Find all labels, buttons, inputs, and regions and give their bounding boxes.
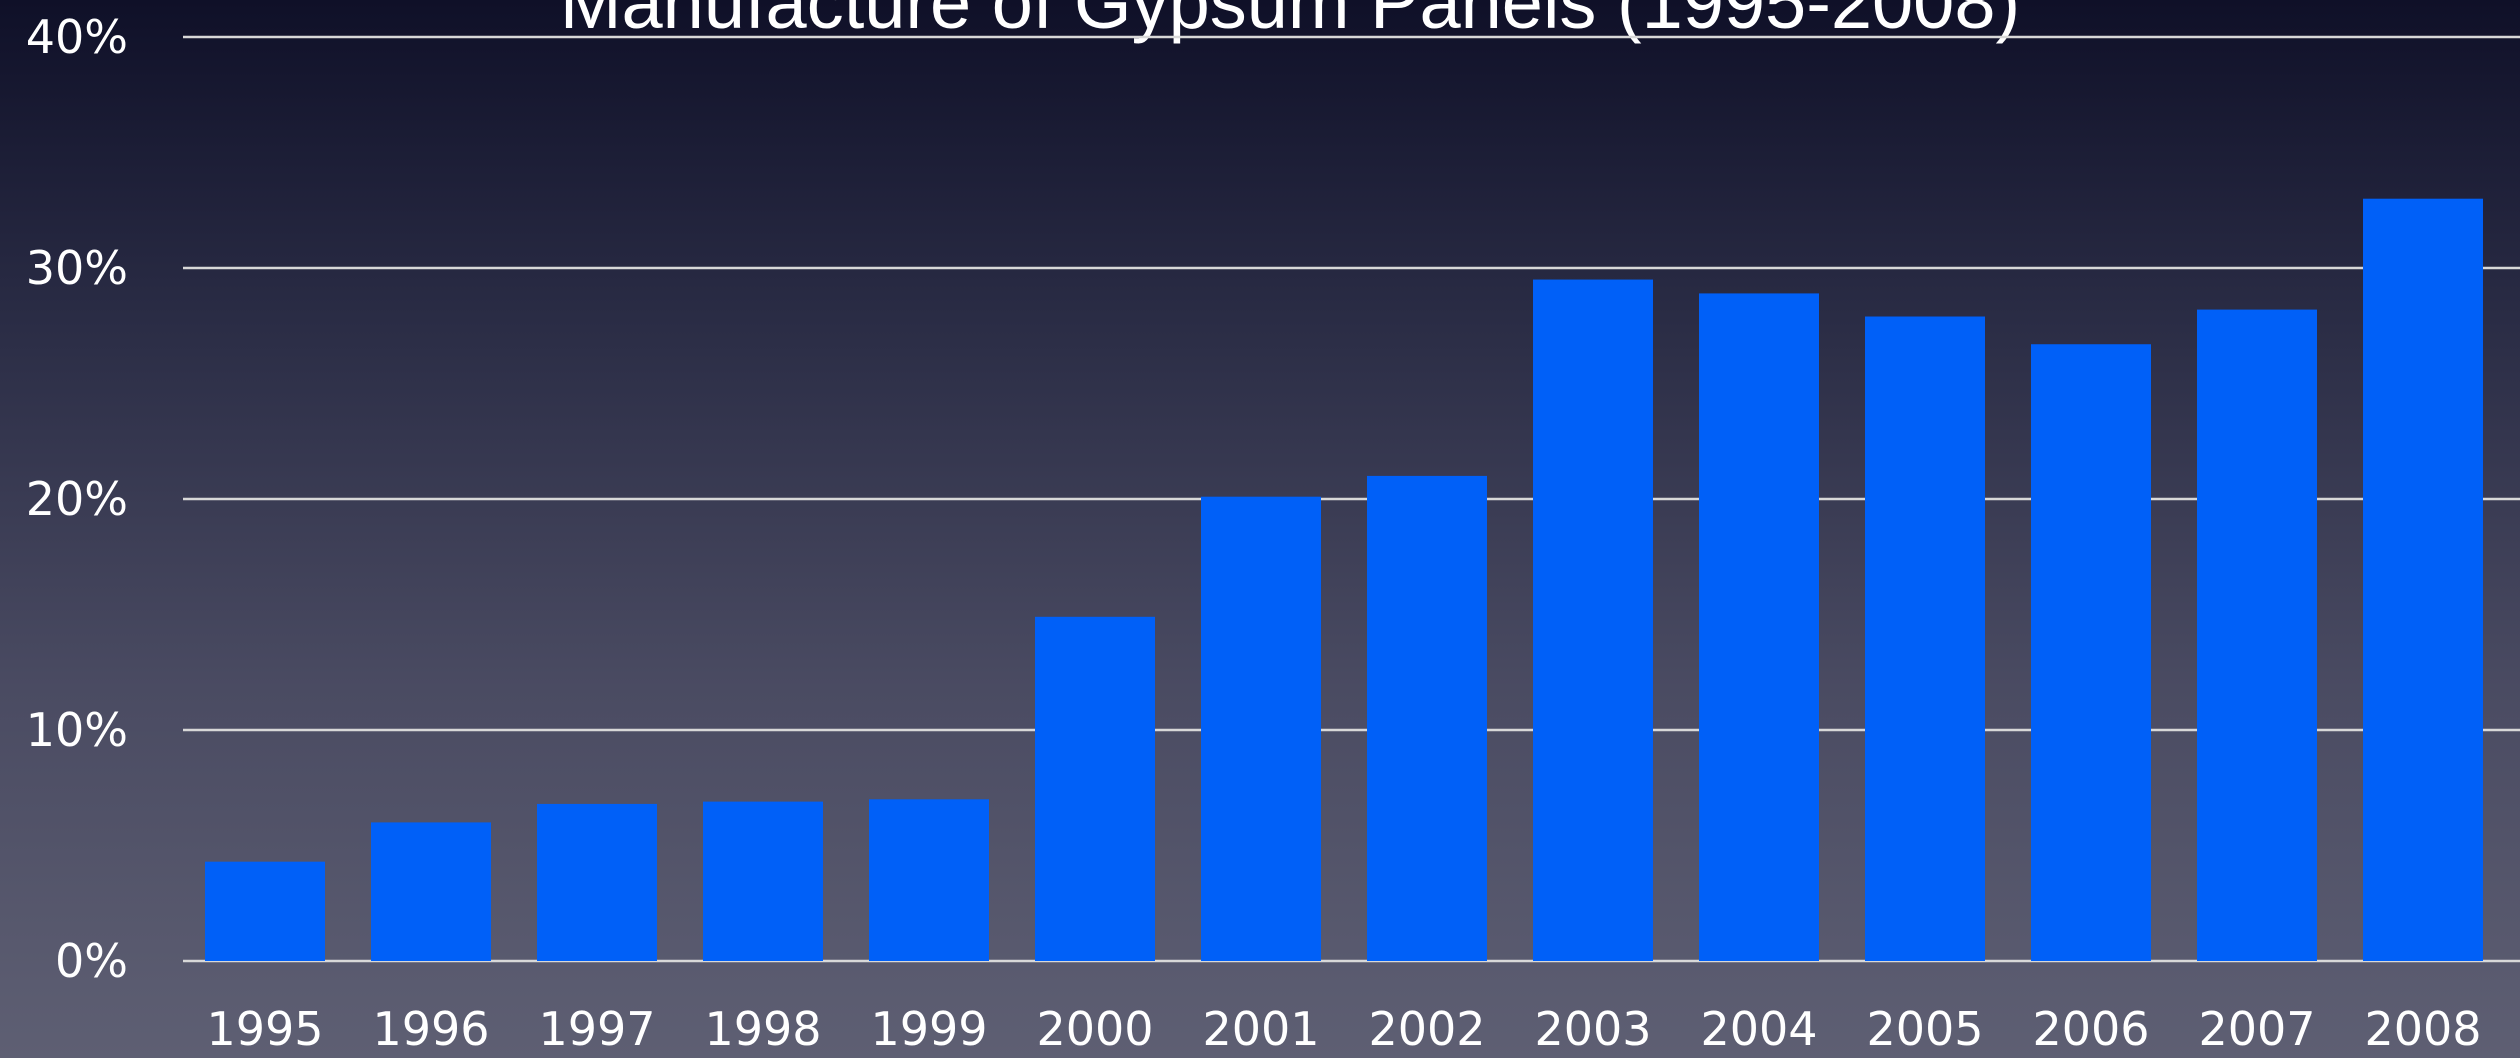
bar-2005 (1865, 316, 1985, 961)
bars (205, 198, 2483, 962)
x-tick-label: 1996 (372, 1002, 489, 1056)
bar-2004 (1699, 293, 1819, 961)
x-tick-label: 1999 (870, 1002, 987, 1056)
x-tick-label: 2006 (2032, 1002, 2149, 1056)
x-tick-label: 2000 (1036, 1002, 1153, 1056)
x-tick-label: 1995 (206, 1002, 323, 1056)
x-tick-label: 1997 (538, 1002, 655, 1056)
x-tick-label: 2004 (1700, 1002, 1817, 1056)
y-axis-ticks: 0% 10% 20% 30% 40% (26, 10, 128, 988)
y-tick-label: 40% (26, 10, 128, 64)
bar-2006 (2031, 344, 2151, 962)
x-tick-label: 2003 (1534, 1002, 1651, 1056)
bar-2001 (1201, 496, 1321, 961)
bar-2002 (1367, 475, 1487, 961)
y-tick-label: 30% (26, 241, 128, 295)
bar-1999 (869, 799, 989, 961)
x-tick-label: 2005 (1866, 1002, 1983, 1056)
bar-1997 (537, 803, 657, 961)
y-tick-label: 20% (26, 472, 128, 526)
bar-2008 (2363, 198, 2483, 961)
gridlines (183, 35, 2520, 963)
bar-2007 (2197, 309, 2317, 962)
x-axis-ticks: 1995 1996 1997 1998 1999 2000 2001 2002 2003 2004… (206, 1002, 2481, 1056)
bar-1996 (371, 822, 491, 961)
y-tick-label: 10% (26, 703, 128, 757)
x-tick-label: 1998 (704, 1002, 821, 1056)
x-tick-label: 2002 (1368, 1002, 1485, 1056)
x-tick-label: 2008 (2364, 1002, 2481, 1056)
bar-2003 (1533, 279, 1653, 961)
bar-2000 (1035, 616, 1155, 961)
bar-1995 (205, 861, 325, 961)
x-tick-label: 2007 (2198, 1002, 2315, 1056)
y-tick-label: 0% (55, 934, 128, 988)
x-tick-label: 2001 (1202, 1002, 1319, 1056)
bar-1998 (703, 801, 823, 961)
